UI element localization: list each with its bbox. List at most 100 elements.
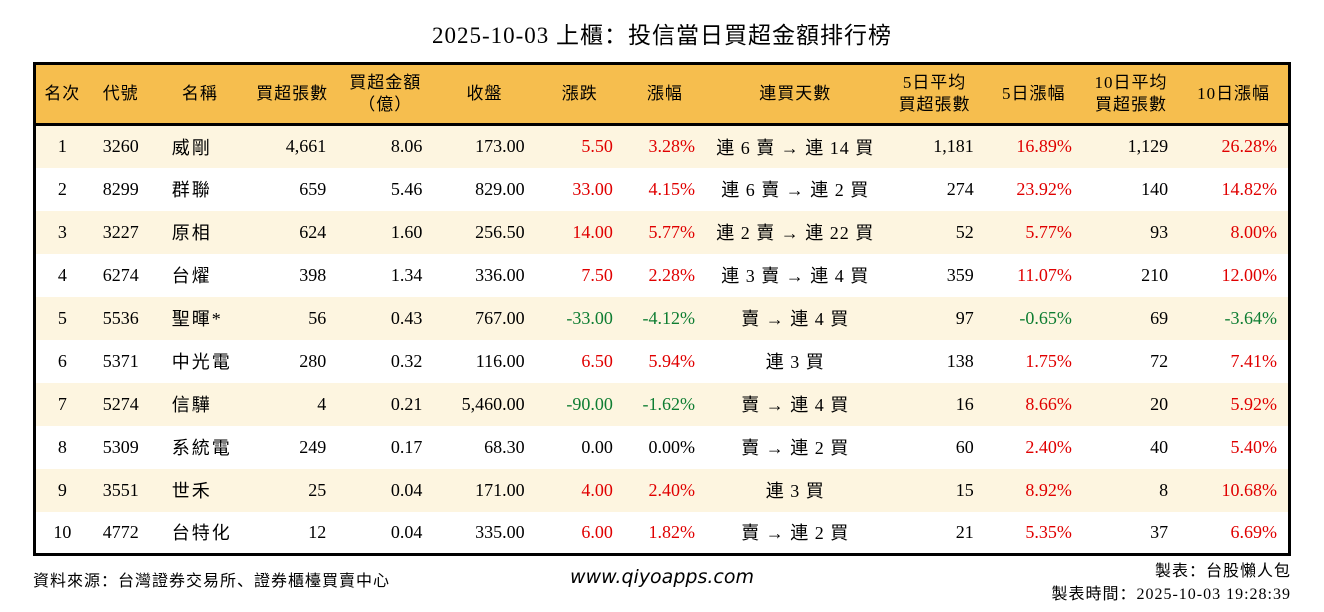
cell-rank: 1 bbox=[57, 136, 67, 157]
table-row: 9 3551 世禾 25 0.04 171.00 4.00 2.40% 連 3 … bbox=[34, 468, 1290, 512]
cell-price-change: 5.50 bbox=[581, 136, 613, 157]
cell-rank: 6 bbox=[57, 350, 67, 371]
cell-stock-code: 5371 bbox=[102, 350, 139, 371]
cell-buy-streak: 連 2 賣 → 連 22 買 bbox=[716, 223, 875, 243]
cell-avg5-volume: 60 bbox=[955, 436, 974, 457]
cell-net-buy-amount: 1.60 bbox=[390, 221, 423, 242]
cell-avg5-volume: 274 bbox=[946, 178, 974, 199]
cell-buy-streak: 賣 → 連 4 買 bbox=[741, 309, 850, 329]
col-header-name: 名稱 bbox=[152, 63, 247, 126]
cell-net-buy-amount: 0.43 bbox=[390, 307, 423, 328]
cell-avg10-volume: 1,129 bbox=[1127, 136, 1169, 157]
cell-avg10-volume: 69 bbox=[1150, 307, 1169, 328]
cell-change-percent: 2.40% bbox=[648, 479, 696, 500]
col-header-avg10-volume: 10日平均 買超張數 bbox=[1082, 63, 1180, 126]
cell-avg5-volume: 15 bbox=[955, 479, 974, 500]
cell-net-buy-volume: 25 bbox=[308, 479, 327, 500]
cell-stock-code: 3227 bbox=[102, 221, 139, 242]
col-header-avg5-volume: 5日平均 買超張數 bbox=[884, 63, 985, 126]
table-row: 2 8299 群聯 659 5.46 829.00 33.00 4.15% 連 … bbox=[34, 167, 1290, 211]
cell-10day-percent: -3.64% bbox=[1224, 307, 1278, 328]
cell-price-change: 6.50 bbox=[581, 350, 613, 371]
generated-timestamp: 製表時間：2025-10-03 19:28:39 bbox=[1051, 586, 1291, 603]
cell-stock-name: 世禾 bbox=[171, 481, 212, 501]
cell-avg5-volume: 1,181 bbox=[933, 136, 974, 157]
col-header-change-pct: 漲幅 bbox=[623, 63, 707, 126]
cell-rank: 3 bbox=[57, 221, 67, 242]
cell-stock-code: 6274 bbox=[102, 264, 139, 285]
cell-net-buy-volume: 4,661 bbox=[285, 136, 327, 157]
cell-5day-percent: -0.65% bbox=[1019, 307, 1072, 328]
cell-avg10-volume: 72 bbox=[1150, 350, 1169, 371]
cell-net-buy-amount: 0.21 bbox=[390, 393, 423, 414]
cell-net-buy-volume: 280 bbox=[299, 350, 327, 371]
cell-10day-percent: 12.00% bbox=[1221, 264, 1278, 285]
table-row: 1 3260 威剛 4,661 8.06 173.00 5.50 3.28% 連… bbox=[34, 124, 1290, 168]
cell-5day-percent: 8.92% bbox=[1025, 479, 1072, 500]
cell-buy-streak: 賣 → 連 2 買 bbox=[741, 438, 850, 458]
cell-5day-percent: 8.66% bbox=[1025, 393, 1072, 414]
cell-price-change: 0.00 bbox=[581, 436, 613, 457]
table-row: 10 4772 台特化 12 0.04 335.00 6.00 1.82% 賣 … bbox=[34, 511, 1290, 555]
cell-close-price: 68.30 bbox=[484, 436, 525, 457]
cell-5day-percent: 23.92% bbox=[1016, 178, 1072, 199]
cell-net-buy-amount: 8.06 bbox=[390, 136, 423, 157]
cell-5day-percent: 2.40% bbox=[1025, 436, 1072, 457]
cell-change-percent: 1.82% bbox=[648, 521, 696, 542]
cell-buy-streak: 連 3 買 bbox=[765, 481, 825, 501]
cell-change-percent: 5.94% bbox=[648, 350, 696, 371]
cell-change-percent: -1.62% bbox=[642, 393, 696, 414]
cell-net-buy-amount: 5.46 bbox=[390, 178, 423, 199]
author-credit: 製表：台股懶人包 bbox=[1154, 563, 1291, 580]
cell-10day-percent: 8.00% bbox=[1230, 221, 1278, 242]
cell-net-buy-amount: 0.04 bbox=[390, 479, 423, 500]
cell-10day-percent: 6.69% bbox=[1230, 521, 1278, 542]
cell-rank: 7 bbox=[57, 393, 67, 414]
cell-avg5-volume: 97 bbox=[955, 307, 974, 328]
cell-net-buy-volume: 12 bbox=[308, 521, 327, 542]
ranking-table: 名次 代號 名稱 買超張數 買超金額 （億） 收盤 漲跌 漲幅 連買天數 5日平均… bbox=[33, 62, 1291, 556]
cell-avg10-volume: 37 bbox=[1150, 521, 1169, 542]
cell-stock-name: 系統電 bbox=[171, 438, 232, 458]
website-url: www.qiyoapps.com bbox=[570, 566, 754, 588]
cell-stock-code: 4772 bbox=[102, 521, 139, 542]
cell-avg5-volume: 16 bbox=[955, 393, 974, 414]
cell-5day-percent: 16.89% bbox=[1016, 136, 1072, 157]
table-row: 3 3227 原相 624 1.60 256.50 14.00 5.77% 連 … bbox=[34, 210, 1290, 254]
cell-10day-percent: 14.82% bbox=[1221, 178, 1278, 199]
cell-buy-streak: 連 6 賣 → 連 2 買 bbox=[721, 180, 870, 200]
cell-buy-streak: 賣 → 連 4 買 bbox=[741, 395, 850, 415]
cell-stock-name: 台特化 bbox=[171, 523, 232, 544]
cell-avg5-volume: 138 bbox=[946, 350, 974, 371]
cell-stock-name: 信驊 bbox=[171, 395, 212, 415]
cell-buy-streak: 連 6 賣 → 連 14 買 bbox=[716, 137, 875, 158]
header-row: 名次 代號 名稱 買超張數 買超金額 （億） 收盤 漲跌 漲幅 連買天數 5日平均… bbox=[34, 63, 1290, 126]
cell-avg10-volume: 210 bbox=[1141, 264, 1169, 285]
cell-buy-streak: 連 3 買 bbox=[765, 352, 825, 372]
cell-stock-name: 聖暉* bbox=[171, 309, 223, 329]
cell-close-price: 5,460.00 bbox=[461, 393, 525, 414]
cell-rank: 5 bbox=[57, 307, 67, 328]
cell-stock-code: 5536 bbox=[102, 307, 139, 328]
cell-net-buy-amount: 0.04 bbox=[390, 521, 423, 542]
cell-rank: 2 bbox=[57, 178, 67, 199]
cell-price-change: -90.00 bbox=[566, 393, 613, 414]
cell-price-change: 7.50 bbox=[581, 264, 613, 285]
cell-price-change: 6.00 bbox=[581, 521, 613, 542]
cell-stock-code: 3260 bbox=[102, 136, 139, 157]
cell-avg5-volume: 359 bbox=[946, 264, 974, 285]
cell-5day-percent: 1.75% bbox=[1025, 350, 1072, 371]
cell-5day-percent: 5.35% bbox=[1025, 521, 1072, 542]
col-header-net-buy-volume: 買超張數 bbox=[246, 63, 338, 126]
cell-stock-code: 8299 bbox=[102, 178, 139, 199]
cell-stock-code: 5309 bbox=[102, 436, 139, 457]
cell-10day-percent: 7.41% bbox=[1230, 350, 1278, 371]
cell-close-price: 767.00 bbox=[475, 307, 525, 328]
cell-close-price: 335.00 bbox=[475, 521, 525, 542]
table-row: 4 6274 台燿 398 1.34 336.00 7.50 2.28% 連 3… bbox=[34, 253, 1290, 297]
cell-rank: 10 bbox=[53, 521, 72, 542]
page-title: 2025-10-03 上櫃：投信當日買超金額排行榜 bbox=[431, 23, 893, 48]
cell-avg10-volume: 40 bbox=[1150, 436, 1169, 457]
credit-block: 製表：台股懶人包 製表時間：2025-10-03 19:28:39 bbox=[1051, 560, 1291, 606]
